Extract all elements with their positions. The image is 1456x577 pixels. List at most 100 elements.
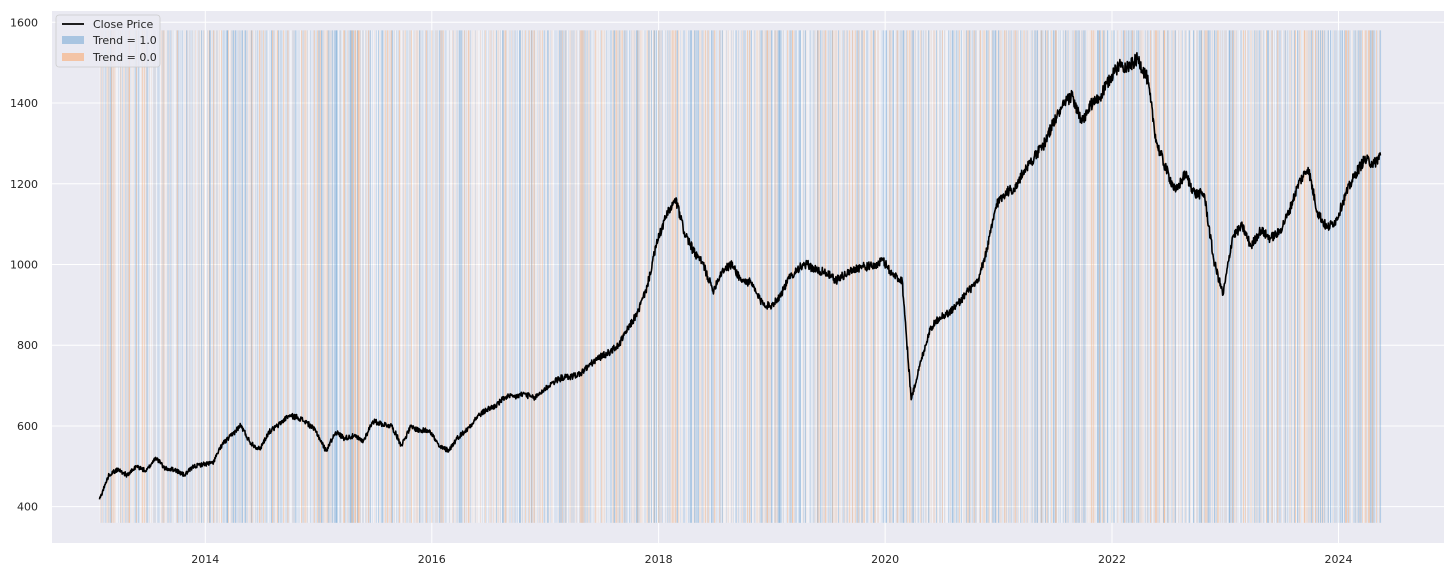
- trend-band-1823: [1230, 30, 1232, 523]
- trend-band-981: [708, 30, 709, 523]
- trend-band-1954: [1312, 30, 1313, 523]
- trend-band-1905: [1281, 30, 1283, 523]
- trend-band-1454: [1001, 30, 1003, 523]
- trend-band-241: [249, 30, 250, 523]
- trend-band-1548: [1060, 30, 1061, 523]
- trend-band-1129: [800, 30, 801, 523]
- trend-band-1507: [1034, 30, 1036, 523]
- trend-band-933: [678, 30, 680, 523]
- trend-band-422: [361, 30, 363, 523]
- trend-band-1921: [1291, 30, 1293, 523]
- trend-band-770: [577, 30, 579, 523]
- trend-band-199: [222, 30, 224, 523]
- trend-band-849: [626, 30, 628, 523]
- trend-band-1584: [1082, 30, 1084, 523]
- trend-band-1242: [870, 30, 871, 523]
- trend-band-714: [542, 30, 544, 523]
- trend-band-1161: [819, 30, 821, 523]
- trend-band-1700: [1154, 30, 1156, 523]
- trend-band-593: [467, 30, 469, 523]
- trend-band-79: [148, 30, 150, 523]
- trend-band-1152: [814, 30, 816, 523]
- trend-band-1258: [880, 30, 881, 523]
- trend-band-670: [515, 30, 516, 523]
- trend-band-1995: [1337, 30, 1339, 523]
- trend-band-1374: [952, 30, 953, 523]
- trend-band-1590: [1086, 30, 1087, 523]
- trend-band-280: [273, 30, 274, 523]
- trend-band-287: [277, 30, 279, 523]
- trend-band-1519: [1042, 30, 1043, 523]
- trend-band-1039: [744, 30, 745, 523]
- trend-band-792: [590, 30, 592, 523]
- trend-band-766: [574, 30, 576, 523]
- trend-band-1406: [972, 30, 973, 523]
- trend-band-1617: [1102, 30, 1104, 523]
- trend-band-61: [137, 30, 139, 523]
- trend-band-2005: [1343, 30, 1345, 523]
- trend-band-977: [705, 30, 707, 523]
- trend-band-875: [642, 30, 644, 523]
- trend-band-1458: [1004, 30, 1006, 523]
- trend-band-991: [714, 30, 716, 523]
- trend-band-890: [651, 30, 653, 523]
- trend-band-538: [433, 30, 435, 523]
- trend-band-1349: [936, 30, 938, 523]
- trend-band-1333: [926, 30, 928, 523]
- trend-band-1859: [1253, 30, 1254, 523]
- trend-band-353: [318, 30, 320, 523]
- trend-band-1331: [925, 30, 927, 523]
- trend-band-641: [497, 30, 498, 523]
- trend-band-927: [674, 30, 676, 523]
- trend-band-1664: [1132, 30, 1133, 523]
- trend-band-424: [362, 30, 364, 523]
- trend-band-1856: [1251, 30, 1253, 523]
- trend-band-1846: [1245, 30, 1246, 523]
- trend-band-442: [373, 30, 375, 523]
- trend-band-183: [213, 30, 214, 523]
- trend-band-76: [146, 30, 148, 523]
- trend-band-82: [150, 30, 152, 523]
- trend-band-1183: [833, 30, 835, 523]
- trend-band-371: [329, 30, 331, 523]
- trend-band-1990: [1334, 30, 1336, 523]
- trend-band-2058: [1376, 30, 1378, 523]
- trend-band-808: [600, 30, 602, 523]
- trend-band-250: [254, 30, 256, 523]
- trend-band-729: [551, 30, 553, 523]
- trend-band-482: [398, 30, 400, 523]
- trend-band-512: [417, 30, 418, 523]
- trend-band-451: [379, 30, 381, 523]
- trend-band-1514: [1039, 30, 1040, 523]
- trend-band-277: [271, 30, 273, 523]
- trend-band-967: [699, 30, 701, 523]
- trend-band-591: [466, 30, 467, 523]
- trend-band-495: [406, 30, 408, 523]
- trend-band-1543: [1057, 30, 1058, 523]
- trend-band-642: [497, 30, 499, 523]
- trend-band-1716: [1164, 30, 1166, 523]
- trend-band-1609: [1098, 30, 1099, 523]
- trend-band-1830: [1235, 30, 1236, 523]
- trend-band-1602: [1093, 30, 1095, 523]
- trend-band-1959: [1315, 30, 1316, 523]
- trend-band-958: [694, 30, 695, 523]
- trend-band-1852: [1248, 30, 1250, 523]
- trend-band-395: [344, 30, 346, 523]
- trend-band-565: [450, 30, 451, 523]
- trend-band-513: [417, 30, 419, 523]
- trend-band-461: [385, 30, 387, 523]
- trend-band-1332: [926, 30, 927, 523]
- trend-band-135: [183, 30, 184, 523]
- trend-band-1535: [1052, 30, 1053, 523]
- trend-band-734: [554, 30, 556, 523]
- trend-band-1501: [1030, 30, 1032, 523]
- trend-band-1685: [1145, 30, 1146, 523]
- trend-band-46: [128, 30, 129, 523]
- trend-band-1967: [1320, 30, 1321, 523]
- trend-band-1318: [917, 30, 919, 523]
- trend-band-738: [557, 30, 559, 523]
- trend-band-475: [394, 30, 395, 523]
- trend-band-1465: [1008, 30, 1010, 523]
- trend-band-150: [192, 30, 194, 523]
